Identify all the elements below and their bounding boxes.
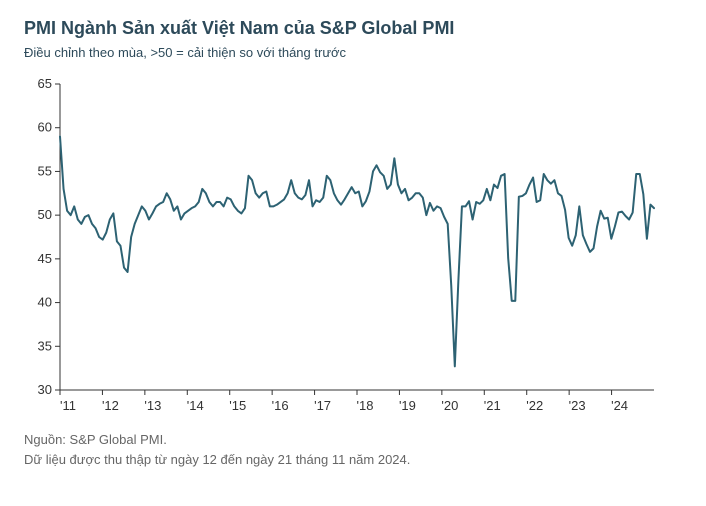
svg-text:'13: '13 (144, 398, 161, 413)
svg-text:30: 30 (38, 382, 52, 397)
svg-text:'16: '16 (272, 398, 289, 413)
svg-text:50: 50 (38, 207, 52, 222)
svg-text:'19: '19 (399, 398, 416, 413)
source-line-2: Dữ liệu được thu thập từ ngày 12 đến ngà… (24, 450, 682, 470)
svg-text:'22: '22 (526, 398, 543, 413)
chart-source: Nguồn: S&P Global PMI. Dữ liệu được thu … (24, 430, 682, 469)
chart-title: PMI Ngành Sản xuất Việt Nam của S&P Glob… (24, 18, 682, 39)
svg-text:55: 55 (38, 163, 52, 178)
svg-text:'11: '11 (60, 398, 76, 413)
svg-text:'23: '23 (569, 398, 586, 413)
svg-text:'18: '18 (357, 398, 374, 413)
svg-text:'24: '24 (611, 398, 628, 413)
svg-text:'14: '14 (187, 398, 204, 413)
line-chart: 30 35 40 45 50 55 60 65 '11 '12 '13 '14 '15 '16 '17 '18… (24, 78, 664, 418)
chart-subtitle: Điều chỉnh theo mùa, >50 = cải thiện so … (24, 45, 682, 60)
chart-container: 30 35 40 45 50 55 60 65 '11 '12 '13 '14 '15 '16 '17 '18… (24, 78, 664, 418)
svg-text:60: 60 (38, 120, 52, 135)
svg-text:'21: '21 (484, 398, 501, 413)
svg-text:'15: '15 (229, 398, 246, 413)
svg-text:'20: '20 (441, 398, 458, 413)
source-line-1: Nguồn: S&P Global PMI. (24, 430, 682, 450)
svg-text:35: 35 (38, 338, 52, 353)
svg-text:'17: '17 (314, 398, 331, 413)
svg-text:'12: '12 (102, 398, 119, 413)
svg-text:65: 65 (38, 78, 52, 91)
svg-text:40: 40 (38, 295, 52, 310)
svg-text:45: 45 (38, 251, 52, 266)
